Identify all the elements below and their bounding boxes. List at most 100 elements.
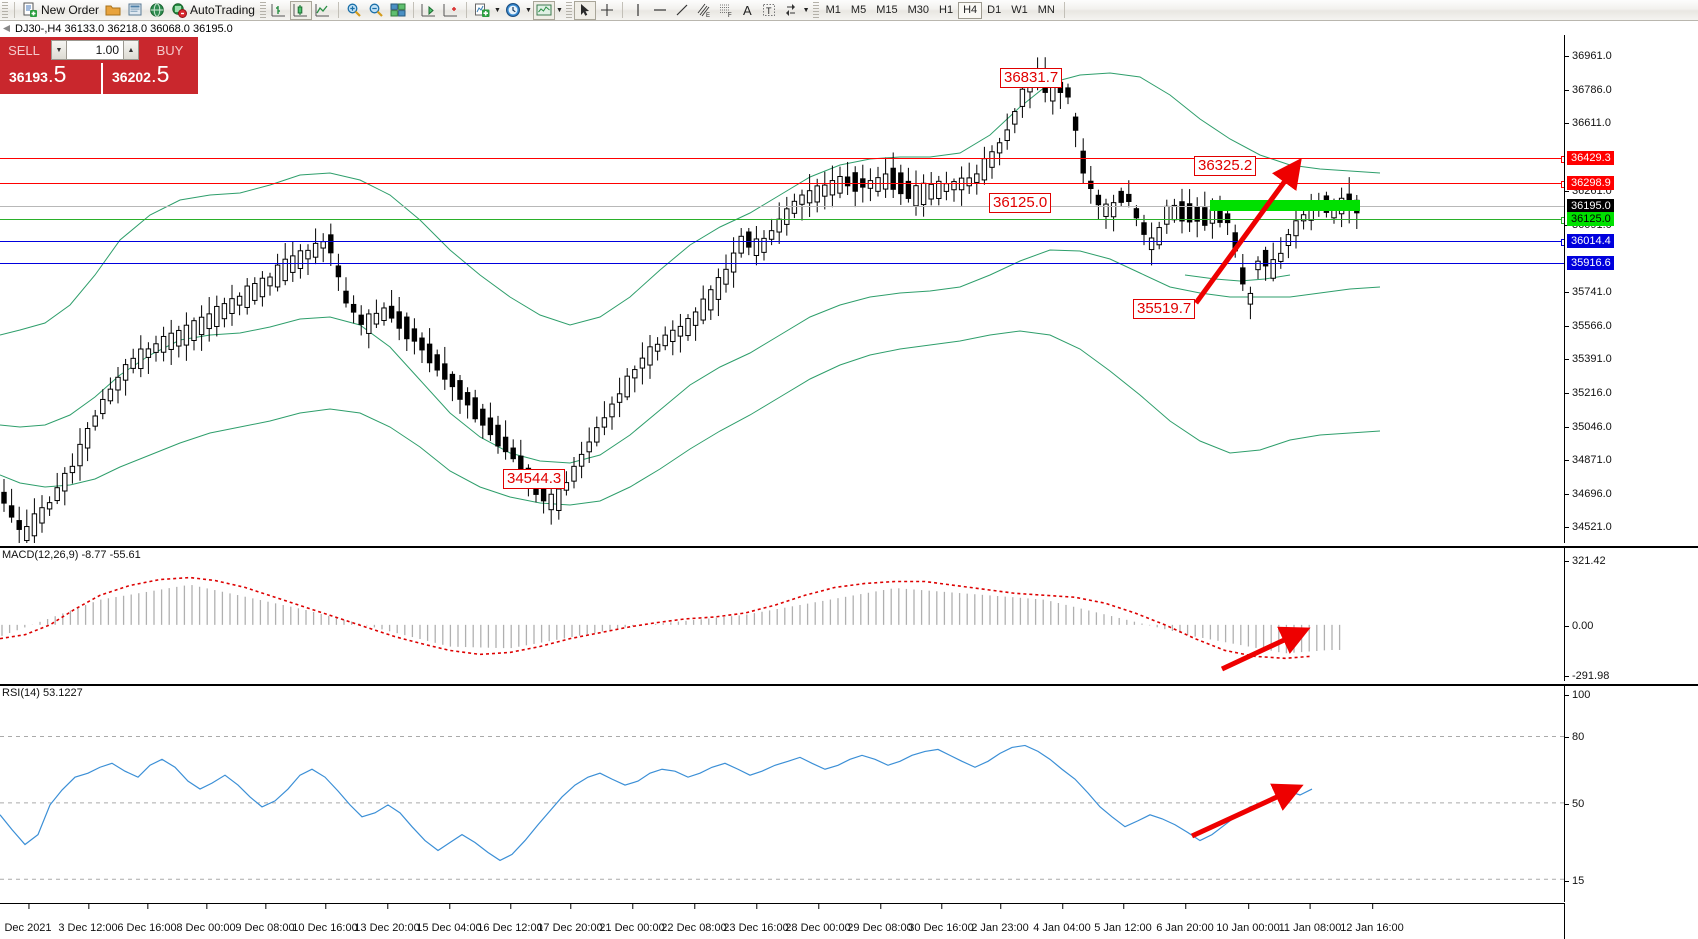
cursor-tool-button[interactable] (573, 0, 596, 20)
annotation-swing-low-34544[interactable]: 34544.3 (503, 469, 566, 489)
timeframe-m15[interactable]: M15 (876, 3, 898, 16)
annotation-target-36325[interactable]: 36325.2 (1194, 156, 1257, 176)
one-click-trading-panel[interactable]: SELL ▼ 1.00 ▲ BUY 36193 . 5 36202 . 5 (0, 37, 198, 94)
macd-plot-area[interactable] (0, 548, 1564, 681)
timeframe-mn[interactable]: MN (1037, 3, 1055, 16)
buy-button[interactable]: BUY (142, 37, 198, 63)
text-tool-button[interactable]: A (737, 1, 758, 20)
market-icon (128, 3, 142, 16)
timeframe-m30[interactable]: M30 (907, 3, 929, 16)
signals-button[interactable] (102, 1, 124, 20)
green-zone-rectangle[interactable] (1210, 200, 1360, 211)
period-dropdown[interactable]: ▼ (524, 6, 532, 14)
macd-trend-arrow[interactable] (0, 548, 1564, 681)
tile-windows-icon (390, 3, 406, 17)
autotrading-button[interactable]: AutoTrading (168, 1, 258, 20)
main-plot-area[interactable] (0, 35, 1564, 543)
templates-button[interactable] (532, 0, 555, 20)
time-axis-label: Dec 2021 (4, 904, 52, 934)
price-badge-resistance-2[interactable]: 36298.9 (1567, 176, 1614, 190)
period-button[interactable] (502, 1, 524, 20)
bar-chart-button[interactable] (268, 1, 290, 20)
toolbar-grip[interactable] (2, 1, 8, 19)
volume-increment-button[interactable]: ▲ (123, 40, 139, 60)
level-line-36195[interactable] (0, 206, 1564, 207)
sell-button[interactable]: SELL (0, 37, 48, 63)
level-line-36429[interactable] (0, 156, 1564, 163)
timeframe-d1[interactable]: D1 (987, 3, 1002, 16)
add-indicator-dropdown[interactable]: ▼ (493, 6, 501, 14)
zoom-in-button[interactable] (343, 1, 365, 20)
level-line-36014[interactable] (0, 239, 1564, 246)
templates-dropdown[interactable]: ▼ (555, 6, 563, 14)
volume-decrement-button[interactable]: ▼ (51, 40, 67, 60)
macd-axis[interactable]: 321.42 0.00 -291.98 (1564, 548, 1698, 682)
annotation-support-36125[interactable]: 36125.0 (989, 193, 1052, 213)
level-line-35916[interactable] (0, 263, 1564, 264)
text-label-tool-button[interactable]: T (758, 1, 780, 20)
timeframe-m5[interactable]: M5 (850, 3, 867, 16)
fibonacci-tool-button[interactable]: F (715, 1, 737, 20)
vps-button[interactable] (146, 1, 168, 20)
chart-container[interactable]: 36961.0 36786.0 36611.0 36261.0 36091.0 … (0, 35, 1698, 939)
toolbar-grip-4[interactable] (812, 1, 819, 19)
price-badge-support-green[interactable]: 36125.0 (1567, 212, 1614, 226)
auto-scroll-button[interactable] (440, 1, 462, 20)
sell-price[interactable]: 36193 . 5 (0, 63, 101, 94)
chart-shift-button[interactable] (418, 1, 440, 20)
crosshair-tool-button[interactable] (596, 1, 618, 20)
buy-price[interactable]: 36202 . 5 (103, 63, 198, 94)
autotrading-label: AutoTrading (190, 3, 255, 17)
equidistant-channel-button[interactable]: E (693, 1, 715, 20)
timeframe-h1[interactable]: H1 (939, 3, 954, 16)
arrows-tool-button[interactable] (780, 1, 802, 20)
level-line-36125[interactable] (0, 217, 1564, 224)
macd-tick: 321.42 (1565, 555, 1606, 567)
text-tool-glyph: A (742, 2, 752, 18)
timeframe-h4[interactable]: H4 (958, 1, 983, 19)
price-badge-support-2[interactable]: 35916.6 (1567, 256, 1614, 270)
macd-pane[interactable]: MACD(12,26,9) -8.77 -55.61 321.42 (0, 546, 1698, 682)
horizontal-line-tool-button[interactable] (649, 1, 671, 20)
trend-arrow-up[interactable] (0, 35, 1564, 543)
new-order-button[interactable]: New Order (19, 1, 102, 20)
time-axis-label: 9 Dec 08:00 (235, 904, 295, 934)
macd-label: MACD(12,26,9) -8.77 -55.61 (2, 549, 141, 561)
timeframe-w1[interactable]: W1 (1011, 3, 1028, 16)
time-axis-label: 2 Jan 23:00 (971, 904, 1029, 934)
time-axis-label: 21 Dec 00:00 (599, 904, 665, 934)
add-indicator-button[interactable] (471, 1, 493, 20)
toolbar-separator-5 (621, 2, 623, 18)
sell-price-decimal-point: . (48, 70, 53, 85)
price-axis[interactable]: 36961.0 36786.0 36611.0 36261.0 36091.0 … (1564, 35, 1698, 543)
zoom-out-button[interactable] (365, 1, 387, 20)
time-axis[interactable]: Dec 2021 3 Dec 12:00 6 Dec 16:00 8 Dec 00:0… (0, 903, 1564, 939)
line-chart-button[interactable] (312, 1, 334, 20)
rsi-tick: 50 (1565, 798, 1584, 810)
volume-input[interactable]: 1.00 (67, 40, 123, 60)
rsi-trend-arrow[interactable] (0, 686, 1564, 902)
rsi-pane[interactable]: RSI(14) 53.1227 (0, 684, 1698, 902)
arrows-dropdown[interactable]: ▼ (802, 6, 810, 14)
vertical-line-tool-button[interactable] (627, 1, 649, 20)
toolbar-grip-2[interactable] (259, 1, 266, 19)
price-badge-current[interactable]: 36195.0 (1567, 199, 1614, 213)
rsi-axis[interactable]: 100 80 50 15 (1564, 686, 1698, 902)
price-badge-resistance-1[interactable]: 36429.3 (1567, 151, 1614, 165)
buy-price-fraction: 5 (156, 61, 170, 87)
rsi-plot-area[interactable] (0, 686, 1564, 902)
candlestick-chart-button[interactable] (289, 0, 312, 20)
toolbar-grip-3[interactable] (565, 1, 572, 19)
trendline-tool-button[interactable] (671, 1, 693, 20)
market-button[interactable] (124, 1, 146, 20)
clock-icon (505, 2, 520, 18)
annotation-swing-high-36831[interactable]: 36831.7 (1000, 68, 1063, 88)
annotation-swing-low-35519[interactable]: 35519.7 (1133, 299, 1196, 319)
timeframe-m1[interactable]: M1 (825, 3, 841, 16)
main-price-pane[interactable]: 36961.0 36786.0 36611.0 36261.0 36091.0 … (0, 35, 1698, 543)
tile-windows-button[interactable] (387, 1, 409, 20)
chart-collapse-icon[interactable] (3, 25, 10, 32)
level-line-36298[interactable] (0, 181, 1564, 188)
volume-stepper[interactable]: ▼ 1.00 ▲ (48, 37, 142, 63)
price-badge-support-1[interactable]: 36014.4 (1567, 234, 1614, 248)
